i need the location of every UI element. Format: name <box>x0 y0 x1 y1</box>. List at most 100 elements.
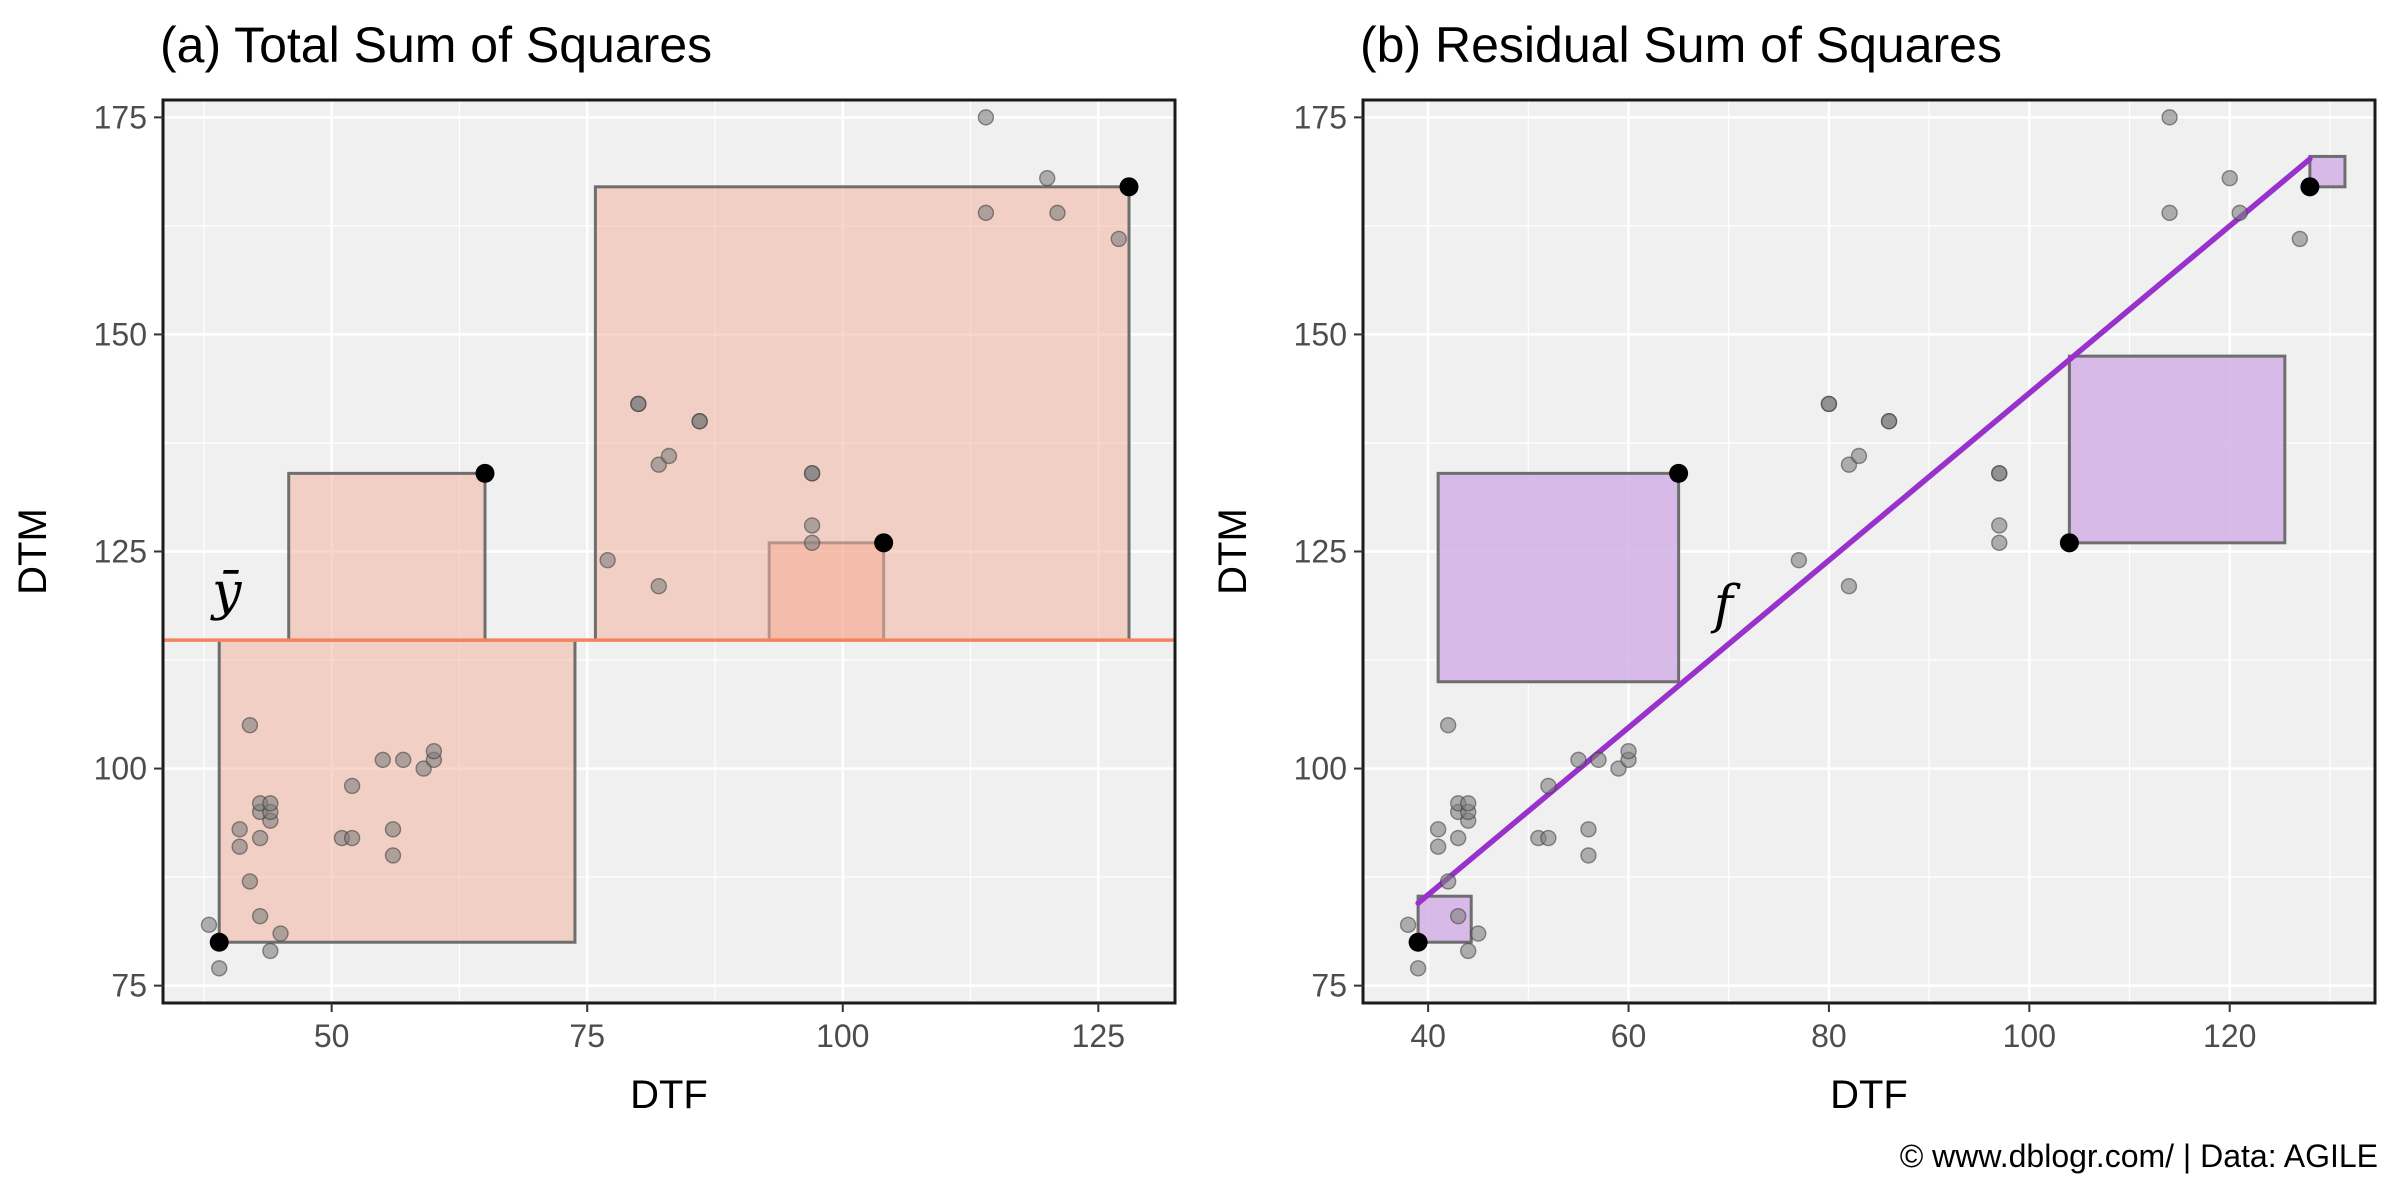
y-tick-label: 75 <box>111 968 147 1004</box>
y-tick-label: 100 <box>1294 751 1347 787</box>
data-point <box>1580 821 1597 838</box>
data-point <box>1110 230 1127 248</box>
squares <box>217 185 1131 944</box>
data-point <box>1399 916 1417 934</box>
data-point <box>1570 751 1587 769</box>
x-axis-title: DTF <box>1830 1073 1908 1117</box>
x-tick-label: 80 <box>1811 1018 1847 1054</box>
axis-ticks: 40 60 80 100 120 75 100 125 150 175 <box>1294 99 2257 1054</box>
y-tick-label: 125 <box>94 534 147 570</box>
x-axis-title: DTF <box>630 1073 708 1117</box>
data-point <box>272 925 289 942</box>
y-axis-title: DTM <box>1211 508 1255 595</box>
fit-line <box>1415 156 2313 906</box>
y-tick-label: 125 <box>1294 534 1347 570</box>
x-tick-label: 100 <box>2003 1018 2056 1054</box>
data-point <box>1820 395 1838 413</box>
highlighted-point <box>475 463 495 483</box>
y-tick-label: 175 <box>1294 99 1347 135</box>
data-point <box>200 916 218 934</box>
data-point <box>1880 413 1898 430</box>
data-point <box>1460 942 1477 960</box>
data-point <box>251 907 269 925</box>
data-point <box>1540 829 1557 847</box>
data-point <box>1991 517 2008 534</box>
highlighted-point <box>1119 177 1139 197</box>
highlighted-point <box>874 533 894 553</box>
data-point <box>262 942 279 960</box>
square-2 <box>287 471 487 642</box>
square-4 <box>593 185 1131 642</box>
x-tick-label: 100 <box>816 1018 869 1054</box>
data-point <box>660 447 678 465</box>
data-point <box>241 716 259 734</box>
data-point <box>1039 169 1056 187</box>
data-point <box>1470 925 1487 942</box>
data-point <box>343 829 361 847</box>
data-point <box>1439 873 1457 890</box>
mean-label: ȳ <box>210 563 242 623</box>
data-point <box>384 847 402 864</box>
data-point <box>1439 716 1457 734</box>
data-point <box>977 109 995 126</box>
data-points <box>1399 109 2320 977</box>
data-point <box>1429 821 1447 838</box>
data-point <box>599 551 616 569</box>
data-point <box>691 413 708 430</box>
square-3 <box>2067 354 2287 545</box>
data-points <box>200 109 1139 977</box>
y-axis-title: DTM <box>11 508 55 595</box>
data-point <box>1580 847 1597 864</box>
highlighted-point <box>2059 533 2079 553</box>
highlighted-point <box>2300 177 2320 197</box>
data-point <box>630 395 647 413</box>
y-tick-label: 150 <box>1294 316 1347 352</box>
highlighted-point <box>1669 463 1689 483</box>
source-caption: © www.dblogr.com/ | Data: AGILE <box>1900 1138 2378 1174</box>
data-point <box>803 465 821 482</box>
data-point <box>2161 204 2178 222</box>
data-point <box>803 517 821 534</box>
data-point <box>1460 795 1477 812</box>
y-tick-label: 175 <box>94 99 147 135</box>
data-point <box>395 751 412 769</box>
data-point <box>2231 204 2248 222</box>
data-point <box>211 960 228 977</box>
data-point <box>343 777 361 795</box>
data-point <box>231 838 248 855</box>
data-point <box>1850 447 1868 465</box>
data-point <box>1449 829 1467 847</box>
data-point <box>1429 838 1447 855</box>
data-point <box>1790 551 1808 569</box>
data-point <box>374 751 391 769</box>
data-point <box>1991 534 2008 552</box>
data-point <box>1409 960 1427 977</box>
data-point <box>231 821 248 838</box>
data-point <box>650 578 667 595</box>
data-point <box>1840 578 1858 595</box>
data-point <box>1991 465 2008 482</box>
x-tick-label: 50 <box>314 1018 350 1054</box>
axis-ticks: 50 75 100 125 75 100 125 150 175 <box>94 99 1125 1054</box>
square-2 <box>1436 471 1681 684</box>
panel-title: (a) Total Sum of Squares <box>160 17 712 73</box>
data-point <box>262 795 279 812</box>
data-point <box>2221 169 2238 187</box>
x-tick-label: 40 <box>1410 1018 1446 1054</box>
data-point <box>1449 907 1467 925</box>
data-point <box>2291 230 2309 248</box>
x-tick-label: 120 <box>2203 1018 2256 1054</box>
y-tick-label: 100 <box>94 751 147 787</box>
data-point <box>803 534 821 552</box>
data-point <box>1620 743 1637 760</box>
panel-a: ȳ 50 75 100 125 75 100 125 150 175 (a) Total Sum o… <box>11 17 1177 1117</box>
x-tick-label: 125 <box>1072 1018 1125 1054</box>
data-point <box>1049 204 1066 222</box>
panel-title: (b) Residual Sum of Squares <box>1360 17 2002 73</box>
squares <box>1416 154 2347 944</box>
highlighted-point <box>1408 932 1428 952</box>
x-tick-label: 60 <box>1611 1018 1647 1054</box>
data-point <box>241 873 259 890</box>
